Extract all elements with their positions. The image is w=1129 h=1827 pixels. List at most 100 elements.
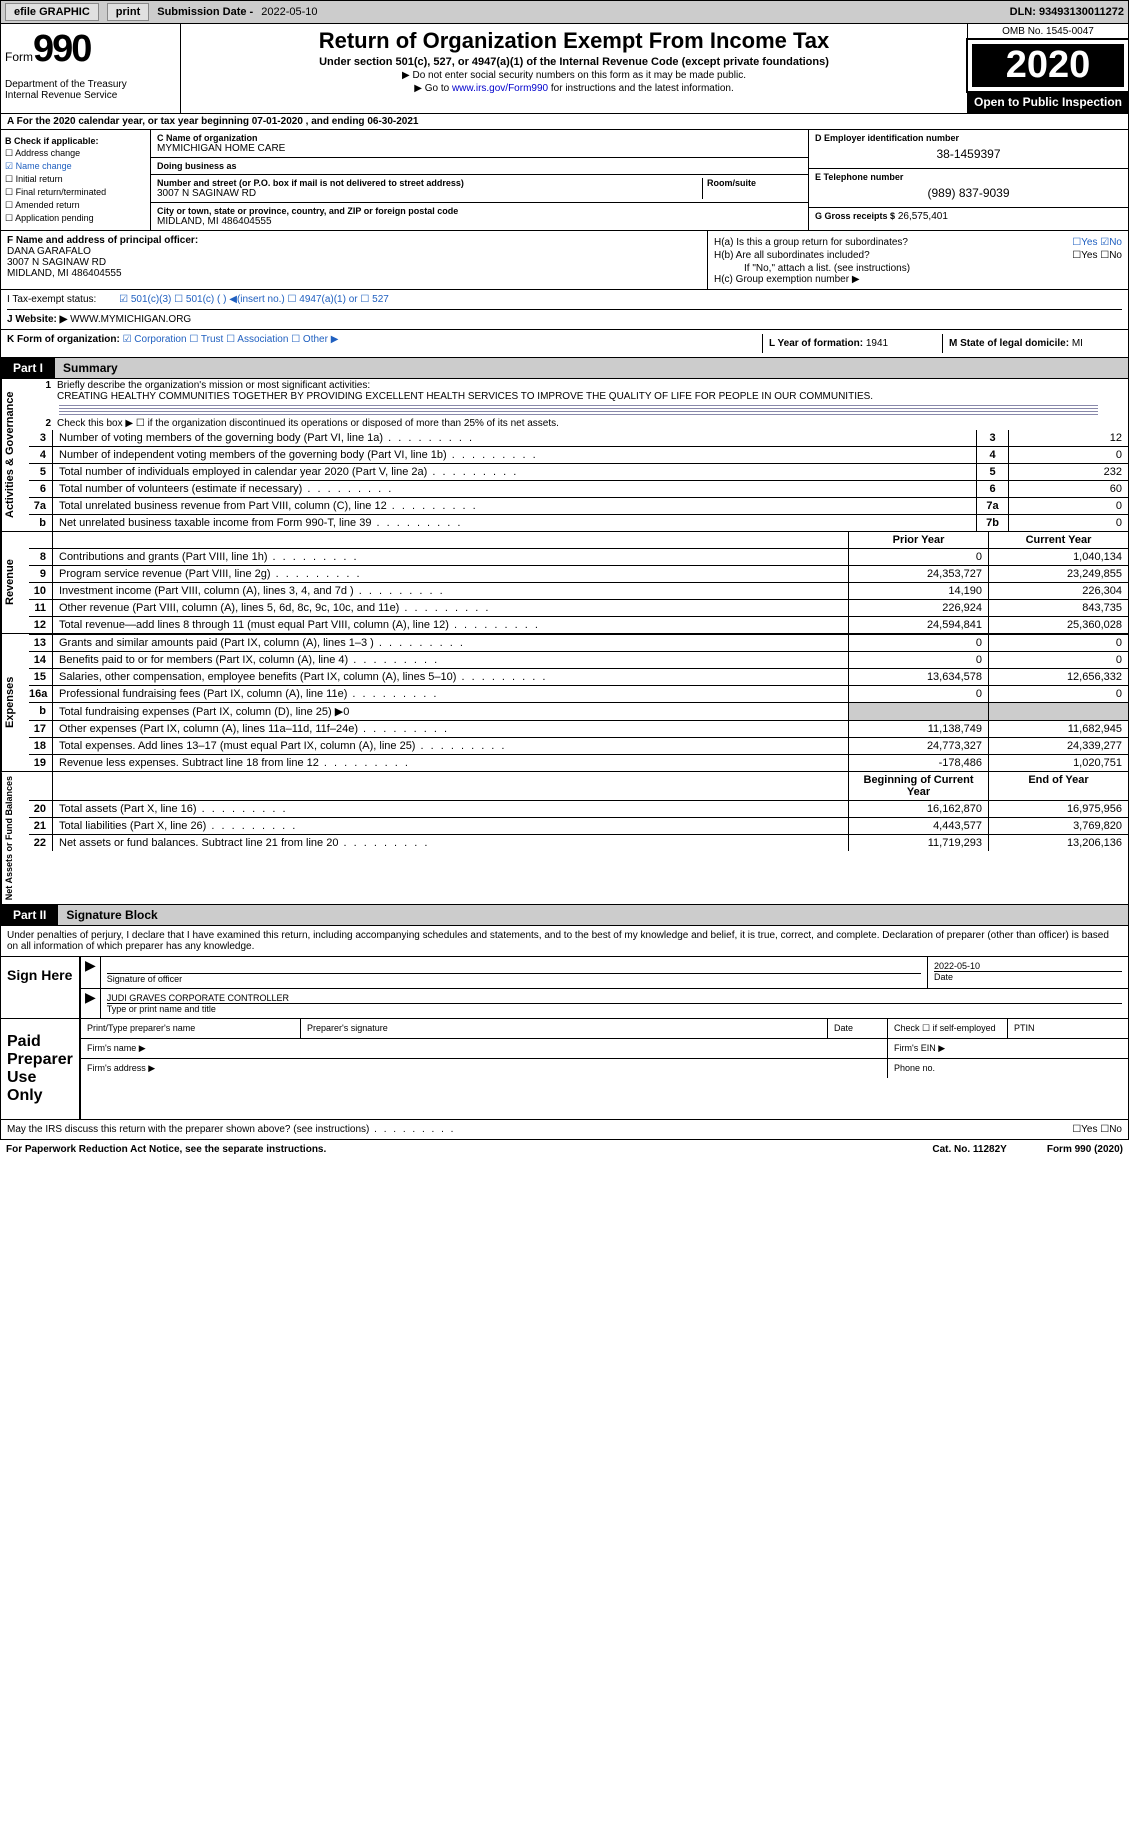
city-state-zip: MIDLAND, MI 486404555 <box>157 216 802 227</box>
efile-button[interactable]: efile GRAPHIC <box>5 3 99 21</box>
paperwork-notice: For Paperwork Reduction Act Notice, see … <box>6 1144 932 1155</box>
table-row: 10Investment income (Part VIII, column (… <box>29 582 1128 599</box>
side-label-netassets: Net Assets or Fund Balances <box>1 772 29 904</box>
telephone: (989) 837-9039 <box>815 182 1122 204</box>
submission-label: Submission Date - <box>157 6 253 18</box>
form-word: Form <box>5 50 33 64</box>
prior-year-val: 14,190 <box>848 583 988 599</box>
hb-answer[interactable]: ☐Yes ☐No <box>1072 250 1122 261</box>
chk-final-return[interactable]: ☐ Final return/terminated <box>5 187 146 198</box>
open-to-public: Open to Public Inspection <box>968 91 1128 113</box>
line-number: 22 <box>29 835 53 851</box>
table-row: 9Program service revenue (Part VIII, lin… <box>29 565 1128 582</box>
line-number: 17 <box>29 721 53 737</box>
line-number: 11 <box>29 600 53 616</box>
prior-year-val: 0 <box>848 549 988 565</box>
line-text: Salaries, other compensation, employee b… <box>53 669 848 685</box>
paid-preparer-label: Paid Preparer Use Only <box>1 1019 81 1119</box>
arrow-icon: ▶ <box>81 957 101 988</box>
table-row: 17Other expenses (Part IX, column (A), l… <box>29 720 1128 737</box>
line-number: 14 <box>29 652 53 668</box>
begin-year-header: Beginning of Current Year <box>848 772 988 800</box>
line-text: Net assets or fund balances. Subtract li… <box>53 835 848 851</box>
mission-text: CREATING HEALTHY COMMUNITIES TOGETHER BY… <box>57 391 873 402</box>
line-number: 10 <box>29 583 53 599</box>
l7a-text: Total unrelated business revenue from Pa… <box>53 498 976 514</box>
part2-badge: Part II <box>1 905 58 925</box>
self-employed-check[interactable]: Check ☐ if self-employed <box>888 1019 1008 1038</box>
chk-address-change[interactable]: ☐ Address change <box>5 148 146 159</box>
line-text: Other revenue (Part VIII, column (A), li… <box>53 600 848 616</box>
form-subtitle: Under section 501(c), 527, or 4947(a)(1)… <box>187 56 961 68</box>
officer-name-title: JUDI GRAVES CORPORATE CONTROLLER <box>107 993 1122 1003</box>
row-a-tax-year: A For the 2020 calendar year, or tax yea… <box>0 114 1129 130</box>
b-title: B Check if applicable: <box>5 136 146 146</box>
current-year-val: 1,040,134 <box>988 549 1128 565</box>
line-number: 19 <box>29 755 53 771</box>
prior-year-val: 0 <box>848 635 988 651</box>
chk-amended-return[interactable]: ☐ Amended return <box>5 200 146 211</box>
table-row: 13Grants and similar amounts paid (Part … <box>29 634 1128 651</box>
line-text: Total liabilities (Part X, line 26) <box>53 818 848 834</box>
chk-name-change[interactable]: ☑ Name change <box>5 161 146 172</box>
i-label: I Tax-exempt status: <box>7 294 96 305</box>
street-address: 3007 N SAGINAW RD <box>157 188 702 199</box>
prior-year-val: 24,594,841 <box>848 617 988 633</box>
current-year-val: 23,249,855 <box>988 566 1128 582</box>
line-number: 12 <box>29 617 53 633</box>
l3-text: Number of voting members of the governin… <box>53 430 976 446</box>
firm-ein-label: Firm's EIN ▶ <box>888 1039 1128 1058</box>
l-label: L Year of formation: <box>769 338 863 349</box>
l6-val: 60 <box>1008 481 1128 497</box>
firm-name-label: Firm's name ▶ <box>81 1039 888 1058</box>
line-number: 9 <box>29 566 53 582</box>
l4-val: 0 <box>1008 447 1128 463</box>
sig-date-val: 2022-05-10 <box>934 961 1122 971</box>
line-text: Total expenses. Add lines 13–17 (must eq… <box>53 738 848 754</box>
current-year-val: 843,735 <box>988 600 1128 616</box>
discuss-row: May the IRS discuss this return with the… <box>0 1120 1129 1140</box>
prior-year-val: 11,719,293 <box>848 835 988 851</box>
l7b-text: Net unrelated business taxable income fr… <box>53 515 976 531</box>
ha-answer[interactable]: ☐Yes ☑No <box>1072 237 1122 248</box>
line-number: 13 <box>29 635 53 651</box>
prior-year-val: 24,773,327 <box>848 738 988 754</box>
table-row: bTotal fundraising expenses (Part IX, co… <box>29 702 1128 720</box>
preparer-sig-label: Preparer's signature <box>301 1019 828 1038</box>
tax-exempt-options[interactable]: ☑ 501(c)(3) ☐ 501(c) ( ) ◀(insert no.) ☐… <box>99 294 389 305</box>
submission-date: 2022-05-10 <box>261 6 317 18</box>
line-number: 15 <box>29 669 53 685</box>
part2-title: Signature Block <box>58 905 1128 925</box>
note-goto-pre: ▶ Go to <box>414 83 452 94</box>
chk-initial-return[interactable]: ☐ Initial return <box>5 174 146 185</box>
prior-year-val: -178,486 <box>848 755 988 771</box>
form-title: Return of Organization Exempt From Incom… <box>187 28 961 54</box>
form-of-org-options[interactable]: ☑ Corporation ☐ Trust ☐ Association ☐ Ot… <box>123 334 339 345</box>
addr-label: Number and street (or P.O. box if mail i… <box>157 178 702 188</box>
line-text: Professional fundraising fees (Part IX, … <box>53 686 848 702</box>
current-year-val: 11,682,945 <box>988 721 1128 737</box>
note-goto-post: for instructions and the latest informat… <box>551 83 734 94</box>
current-year-header: Current Year <box>988 532 1128 548</box>
section-ij: I Tax-exempt status: ☑ 501(c)(3) ☐ 501(c… <box>0 290 1129 330</box>
line-number: 18 <box>29 738 53 754</box>
l2-text: Check this box ▶ ☐ if the organization d… <box>57 418 1124 429</box>
state-domicile: MI <box>1072 338 1083 349</box>
chk-application-pending[interactable]: ☐ Application pending <box>5 213 146 224</box>
irs-link[interactable]: www.irs.gov/Form990 <box>452 83 548 94</box>
city-label: City or town, state or province, country… <box>157 206 802 216</box>
line-text: Program service revenue (Part VIII, line… <box>53 566 848 582</box>
ptin-label: PTIN <box>1008 1019 1128 1038</box>
form-no: Form 990 (2020) <box>1047 1144 1123 1155</box>
type-print-label: Type or print name and title <box>107 1003 1122 1014</box>
paid-preparer-row: Paid Preparer Use Only Print/Type prepar… <box>0 1019 1129 1120</box>
j-label: J Website: ▶ <box>7 314 67 325</box>
print-button[interactable]: print <box>107 3 149 21</box>
line-text: Benefits paid to or for members (Part IX… <box>53 652 848 668</box>
website[interactable]: WWW.MYMICHIGAN.ORG <box>70 314 191 325</box>
table-row: 18Total expenses. Add lines 13–17 (must … <box>29 737 1128 754</box>
firm-phone-label: Phone no. <box>888 1059 1128 1078</box>
dba-label: Doing business as <box>157 161 802 171</box>
sig-officer-label: Signature of officer <box>107 973 921 984</box>
discuss-answer[interactable]: ☐Yes ☐No <box>1072 1124 1122 1135</box>
